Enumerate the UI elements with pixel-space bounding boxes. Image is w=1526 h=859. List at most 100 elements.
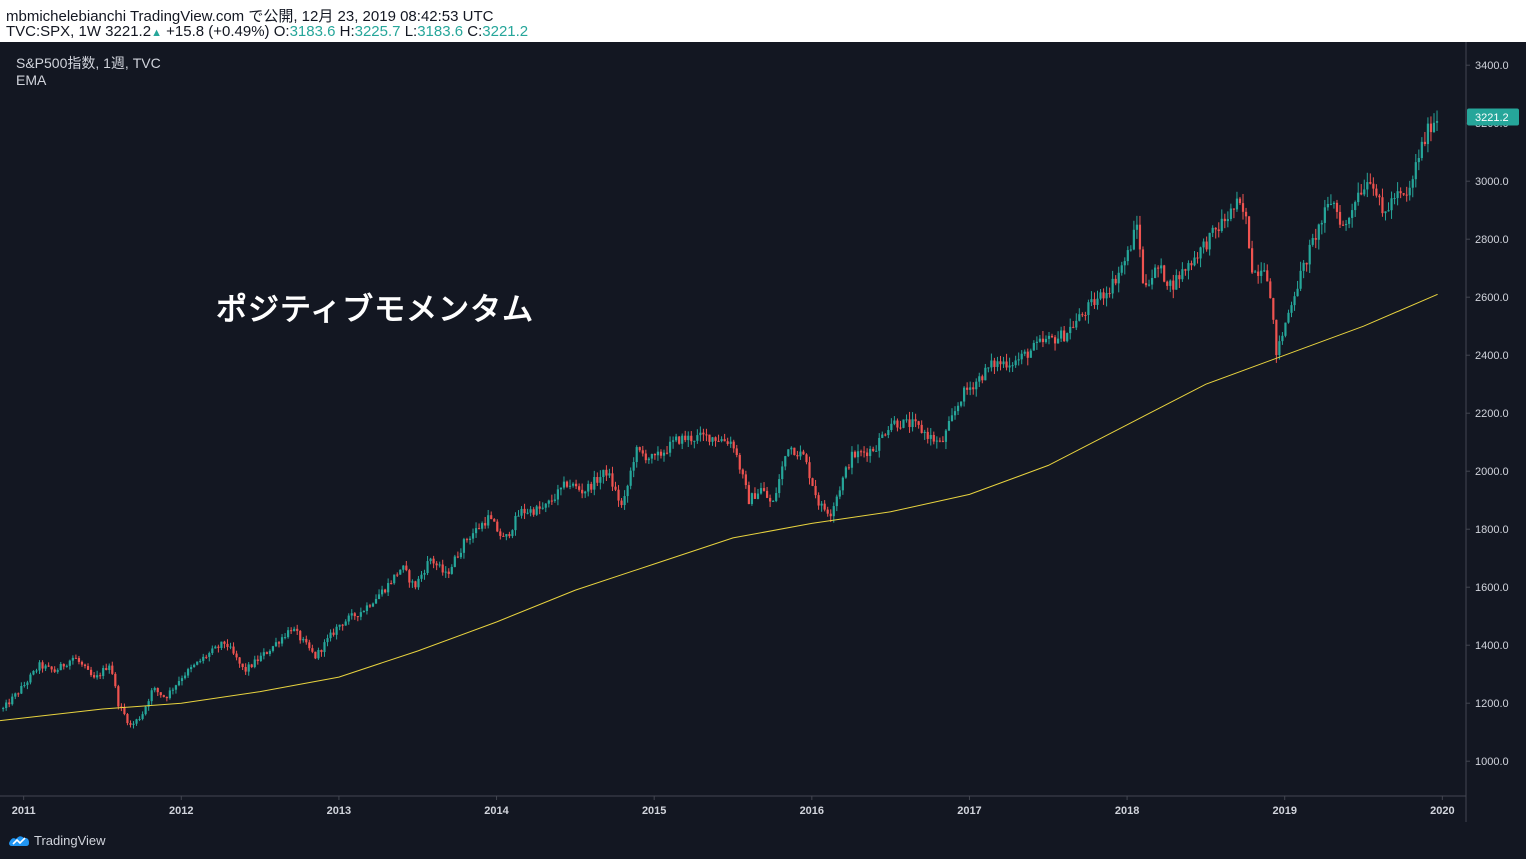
candle-down [1360, 192, 1363, 195]
candle-up [283, 637, 287, 639]
candle-up [1211, 227, 1214, 233]
candle-down [805, 454, 808, 463]
candle-up [429, 558, 432, 562]
candle-up [647, 458, 650, 461]
candle-down [678, 436, 681, 444]
candle-down [762, 488, 766, 491]
y-tick-label: 2400.0 [1475, 350, 1509, 362]
candle-down [847, 467, 851, 469]
candle-down [999, 361, 1002, 365]
candle-up [593, 477, 596, 490]
candle-up [1320, 222, 1323, 225]
candle-up [335, 626, 338, 635]
candle-up [1260, 270, 1263, 276]
candle-up [1411, 179, 1414, 188]
candle-down [1184, 269, 1187, 271]
candle-down [981, 376, 984, 381]
candle-up [887, 430, 890, 436]
candle-down [1251, 248, 1254, 273]
candle-down [826, 509, 829, 514]
candle-down [920, 424, 923, 433]
candle-down [550, 500, 553, 502]
publish-info: mbmichelebianchi TradingView.com で公開, 12… [6, 8, 494, 25]
y-tick-label: 1600.0 [1475, 582, 1509, 594]
candle-up [775, 493, 778, 501]
candle-up [1111, 278, 1114, 294]
candle-down [165, 696, 168, 699]
candle-down [899, 427, 902, 429]
candle-down [1005, 361, 1008, 368]
candle-up [1132, 229, 1135, 250]
tradingview-brand[interactable]: TradingView [34, 833, 106, 848]
y-tick-label: 2200.0 [1475, 408, 1509, 420]
candle-down [256, 659, 259, 661]
candle-down [829, 513, 832, 517]
candle-up [902, 419, 905, 428]
candle-up [1038, 338, 1042, 342]
candle-up [514, 515, 517, 531]
high-label: H: [339, 23, 355, 40]
time-axis[interactable]: 2011 2012 2013 2014 2015 2016 2017 2018 2019 2020 [12, 796, 1455, 817]
candle-up [1354, 202, 1357, 211]
tradingview-logo-icon[interactable] [8, 833, 30, 847]
candle-up [1287, 312, 1290, 323]
candle-up [893, 420, 896, 424]
candle-up [599, 477, 602, 483]
candle-up [271, 646, 275, 651]
candle-down [129, 723, 132, 725]
candle-up [526, 512, 529, 514]
candle-down [565, 481, 569, 487]
candle-up [602, 469, 605, 478]
up-arrow-icon: ▲ [151, 27, 162, 39]
candle-up [587, 483, 590, 492]
candle-up [529, 509, 532, 513]
candle-up [635, 447, 638, 463]
candle-up [229, 646, 232, 648]
candle-up [1123, 261, 1126, 266]
candle-down [993, 360, 996, 367]
candle-up [402, 565, 405, 570]
candle-up [520, 508, 523, 516]
candle-down [1084, 315, 1087, 317]
candle-up [387, 583, 390, 593]
candle-up [247, 664, 250, 672]
candle-up [68, 660, 71, 666]
candle-down [265, 652, 268, 654]
candle-up [632, 462, 635, 471]
candle-up [553, 499, 556, 501]
price-axis[interactable]: 1000.0 1200.0 1400.0 1600.0 1800.0 2000.0 2200… [1466, 60, 1509, 768]
candle-up [1117, 272, 1120, 284]
candle-up [1393, 198, 1396, 200]
candle-down [277, 642, 281, 644]
candle-up [220, 641, 223, 648]
candle-down [896, 420, 899, 428]
chart-legend[interactable]: S&P500指数, 1週, TVC EMA [16, 55, 161, 89]
price-chart[interactable]: 1000.0 1200.0 1400.0 1600.0 1800.0 2000.0 2200… [0, 42, 1526, 822]
candle-down [1241, 203, 1245, 212]
x-tick-label: 2011 [12, 805, 36, 817]
candle-up [1056, 338, 1060, 344]
candle-down [938, 440, 941, 442]
candle-up [380, 589, 384, 595]
candle-down [814, 485, 817, 496]
candle-down [523, 508, 526, 514]
x-tick-label: 2016 [800, 805, 824, 817]
candle-up [799, 451, 802, 457]
candle-up [399, 569, 402, 575]
candle-down [578, 486, 581, 490]
candle-up [259, 655, 262, 661]
candle-down [1223, 218, 1226, 222]
candle-up [211, 648, 214, 654]
candle-up [420, 574, 423, 579]
chart-background [0, 42, 1526, 822]
close-value: 3221.2 [482, 23, 529, 40]
candle-down [1405, 194, 1408, 196]
candle-up [1299, 270, 1302, 289]
candle-up [781, 466, 784, 480]
candle-up [623, 496, 626, 506]
x-tick-label: 2012 [169, 805, 193, 817]
candle-up [835, 496, 838, 507]
candle-down [496, 521, 499, 532]
candle-up [144, 706, 147, 715]
candle-up [268, 650, 272, 654]
